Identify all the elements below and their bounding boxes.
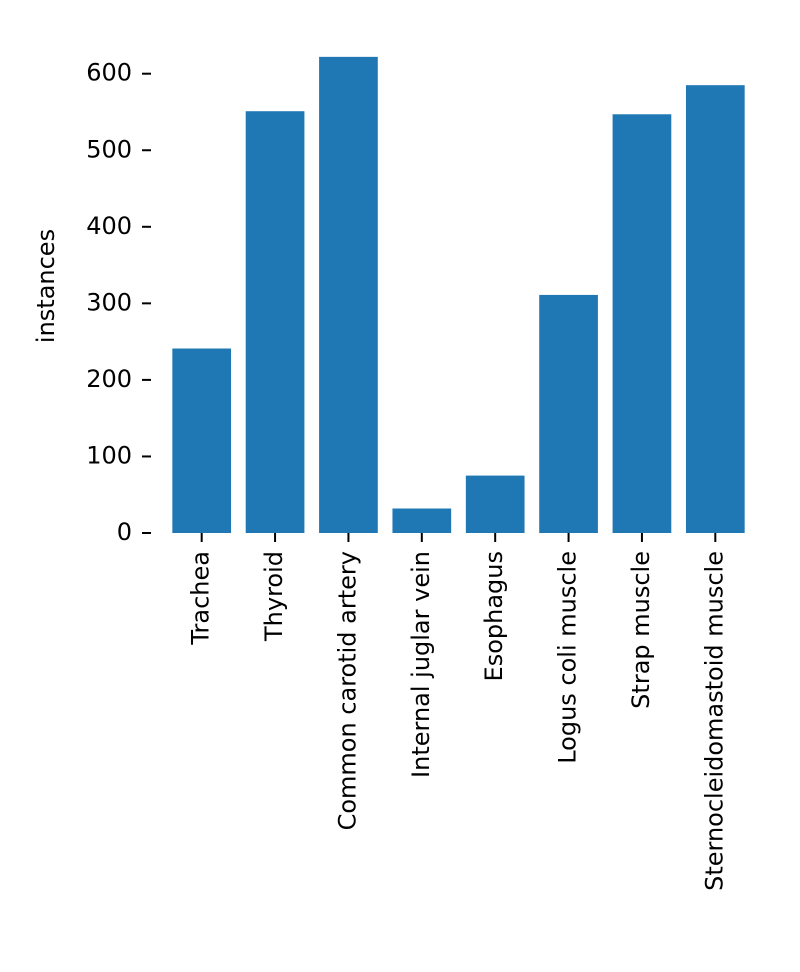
x-tick-label-0: Trachea [187, 551, 215, 646]
y-axis: 0 100 200 300 400 500 600 [86, 59, 151, 546]
y-tick-label-2: 200 [86, 365, 132, 393]
bar-2 [319, 56, 378, 534]
y-tick-label-1: 100 [86, 441, 132, 469]
x-tick-label-4: Esophagus [480, 551, 508, 681]
x-axis: Trachea Thyroid Common carotid artery Inter… [187, 533, 728, 891]
bar-4 [465, 475, 525, 533]
y-tick-label-6: 600 [86, 59, 132, 87]
bars-group [172, 56, 745, 534]
bar-7 [685, 85, 745, 534]
y-tick-label-5: 500 [86, 135, 132, 163]
y-tick-label-4: 400 [86, 212, 132, 240]
x-tick-label-5: Logus coli muscle [554, 551, 582, 764]
bar-3 [392, 508, 452, 533]
y-tick-label-3: 300 [86, 288, 132, 316]
x-tick-label-3: Internal juglar vein [407, 551, 435, 778]
y-axis-label: instances [32, 229, 60, 343]
x-tick-label-2: Common carotid artery [333, 551, 361, 830]
bar-1 [245, 111, 305, 534]
bar-5 [539, 294, 598, 533]
bar-6 [612, 114, 672, 534]
y-tick-label-0: 0 [117, 518, 132, 546]
x-tick-label-7: Sternocleidomastoid muscle [700, 551, 728, 891]
x-tick-label-6: Strap muscle [627, 551, 655, 709]
x-tick-label-1: Thyroid [260, 551, 288, 642]
bar-0 [172, 348, 232, 533]
